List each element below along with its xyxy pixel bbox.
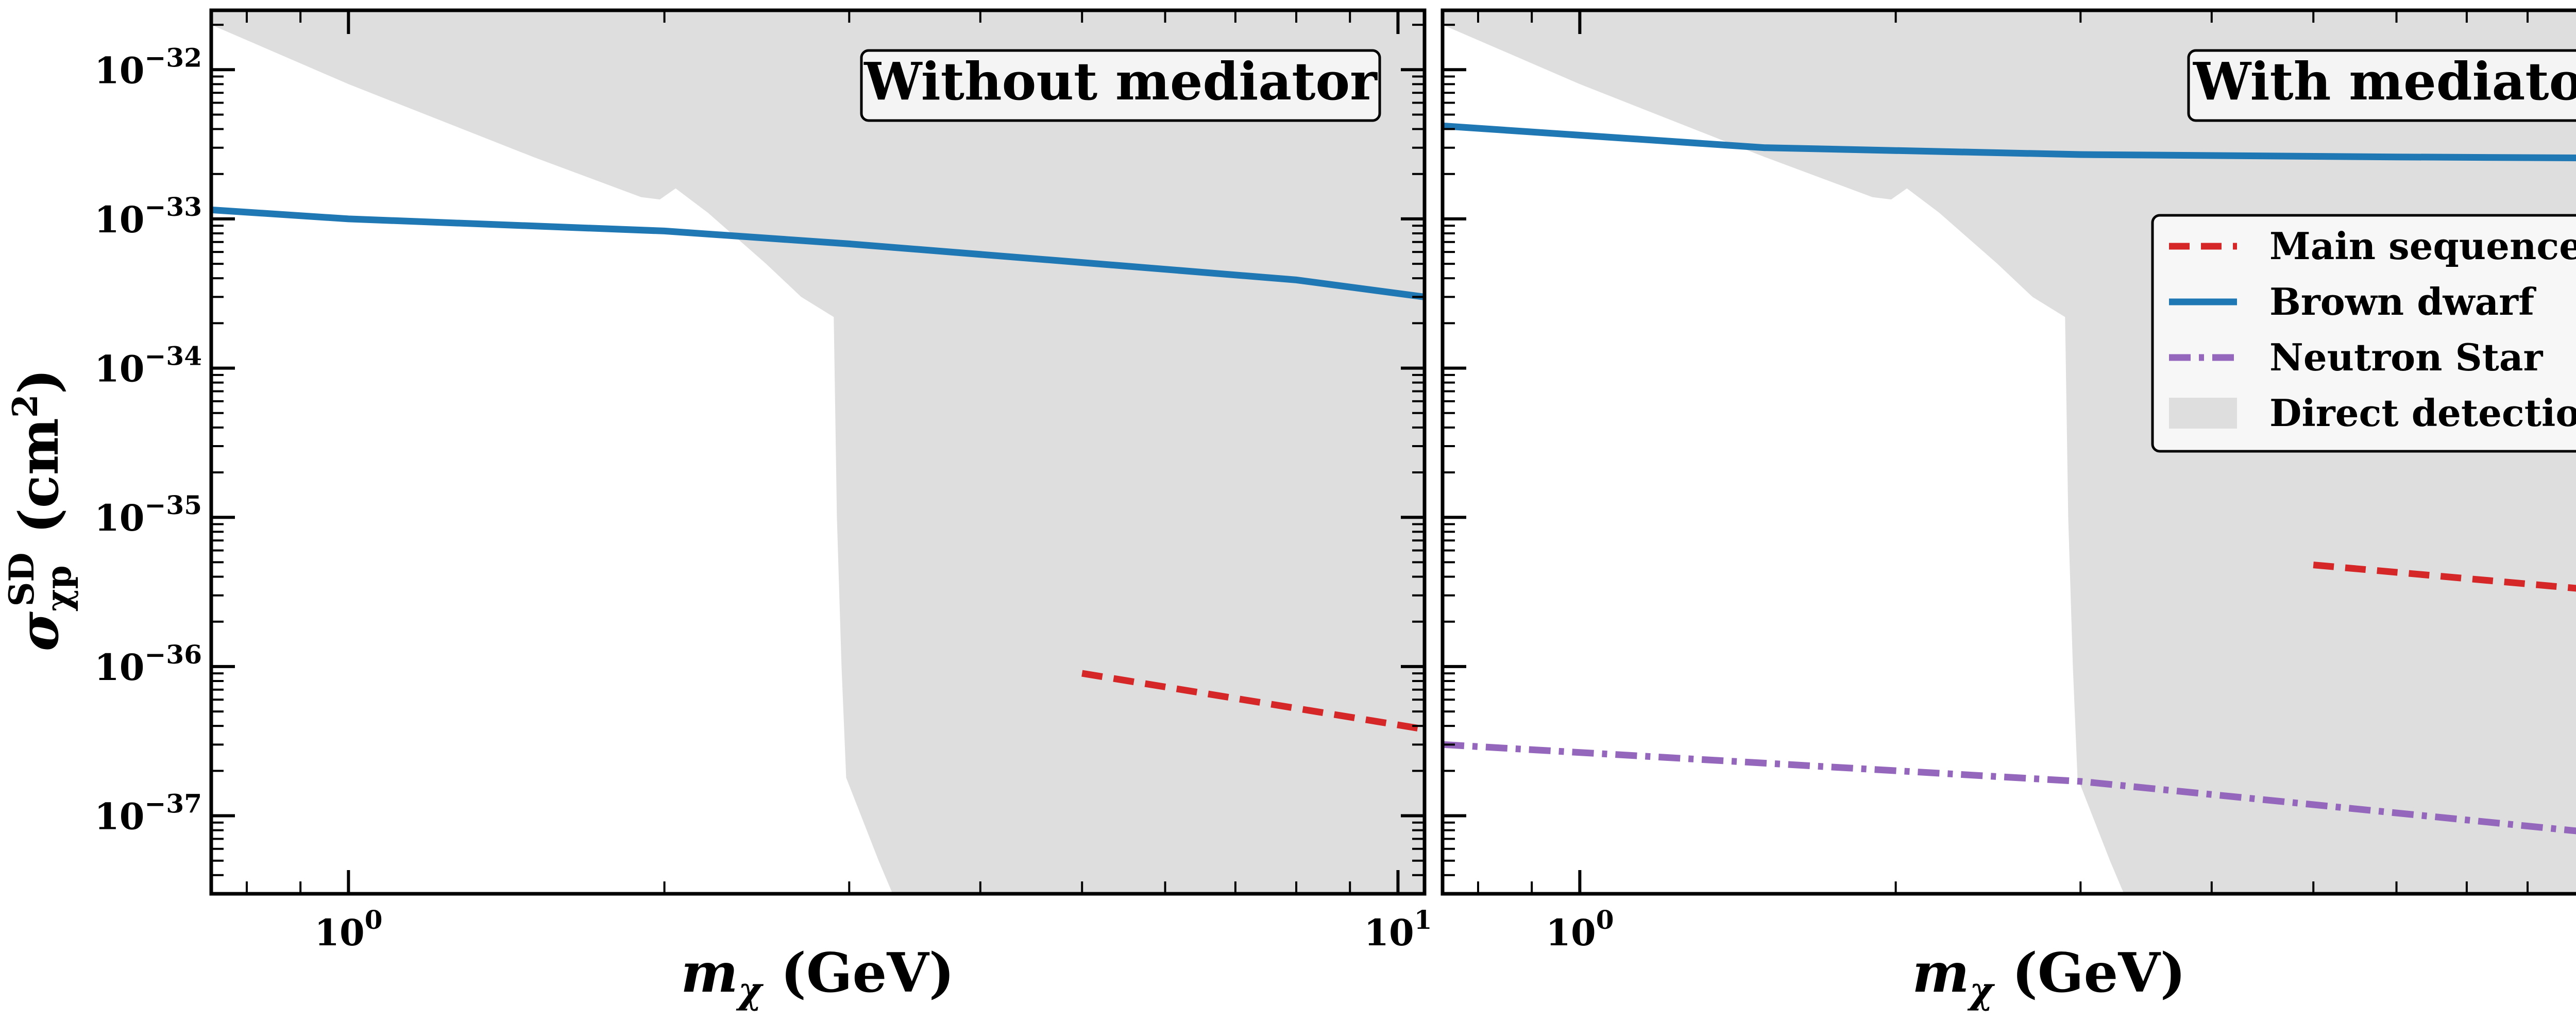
- y-tick-label: 10−37: [94, 789, 202, 838]
- legend-label: Direct detection: [2269, 391, 2576, 435]
- svg-text:σχpSD (cm2): σχpSD (cm2): [2, 369, 79, 652]
- y-axis-label: σχpSD (cm2): [2, 369, 79, 652]
- tick-marks: [211, 10, 1425, 895]
- tick-marks: [1443, 10, 2529, 895]
- panel-without-mediator: 100 101 10−32 10−33 10−34 10−35 10−36 10−37 Wit…: [94, 8, 1432, 1012]
- direct-detection-area: [211, 10, 1425, 894]
- series-line-neutron-star: [1443, 741, 2576, 835]
- series-group: [1443, 122, 2576, 835]
- panel-label-box: With mediator: [2187, 49, 2576, 122]
- y-tick-label: 10−36: [94, 639, 202, 689]
- y-tick-label: 10−32: [94, 42, 202, 92]
- legend-label: Brown dwarf: [2269, 280, 2536, 324]
- legend-swatch: [2169, 398, 2237, 429]
- panel-label: Without mediator: [863, 51, 1378, 112]
- direct-detection-region: [211, 10, 1425, 894]
- x-axis-label: mχ (GeV): [1912, 941, 2185, 1012]
- legend-label: Neutron Star: [2269, 335, 2544, 379]
- plot-frame: [209, 8, 1427, 896]
- series-line-brown-dwarf: [211, 206, 1425, 300]
- series-line-main-sequence: [2313, 562, 2576, 592]
- panel-label-box: Without mediator: [860, 49, 1381, 122]
- series-line-brown-dwarf: [1443, 122, 2576, 161]
- series-line-main-sequence: [1081, 670, 1425, 733]
- legend: Main sequence Brown dwarf Neutron Star Dire…: [2151, 214, 2576, 453]
- x-tick-label: 101: [1364, 905, 1432, 954]
- plot-frame: [1440, 8, 2576, 896]
- series-group: [211, 206, 1425, 733]
- panel-label: With mediator: [2193, 51, 2576, 112]
- legend-frame: [2151, 214, 2576, 453]
- x-tick-label: 100: [314, 905, 382, 954]
- y-tick-label: 10−34: [94, 341, 202, 390]
- y-tick-label: 10−35: [94, 490, 202, 539]
- y-tick-label: 10−33: [94, 192, 202, 241]
- x-axis-label: mχ (GeV): [681, 941, 954, 1012]
- x-tick-label: 100: [1546, 905, 1614, 954]
- legend-label: Main sequence: [2269, 224, 2576, 268]
